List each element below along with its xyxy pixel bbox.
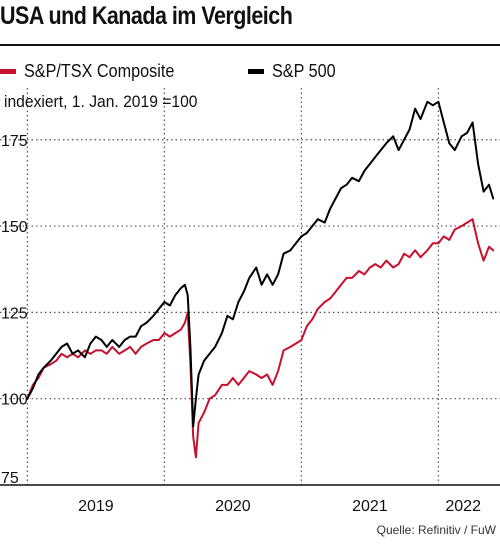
- x-tick-label-2020: 2020: [215, 498, 251, 515]
- x-tick-label-2022: 2022: [445, 498, 481, 515]
- x-tick-label-2019: 2019: [78, 498, 114, 515]
- chart-title: USA und Kanada im Vergleich: [0, 2, 293, 30]
- y-tick-label-100: 100: [1, 392, 28, 409]
- source-note: Quelle: Refinitiv / FuW: [376, 523, 496, 537]
- y-tick-label-175: 175: [1, 133, 28, 150]
- chart-subtitle: indexiert, 1. Jan. 2019 =100: [4, 92, 198, 111]
- legend-label-sp500: S&P 500: [272, 60, 336, 81]
- y-tick-label-125: 125: [1, 305, 28, 322]
- legend-item-sp500: S&P 500: [248, 59, 343, 83]
- series-line-tsx: [26, 218, 495, 459]
- legend-item-tsx: S&P/TSX Composite: [0, 59, 191, 83]
- legend-swatch-sp500: [248, 68, 264, 74]
- y-tick-label-150: 150: [1, 219, 28, 236]
- legend-swatch-tsx: [0, 68, 16, 74]
- x-tick-label-2021: 2021: [352, 498, 388, 515]
- series-line-sp500: [26, 100, 495, 428]
- y-tick-label-75: 75: [1, 470, 19, 487]
- legend-label-tsx: S&P/TSX Composite: [24, 60, 175, 81]
- title-rule: [0, 44, 500, 46]
